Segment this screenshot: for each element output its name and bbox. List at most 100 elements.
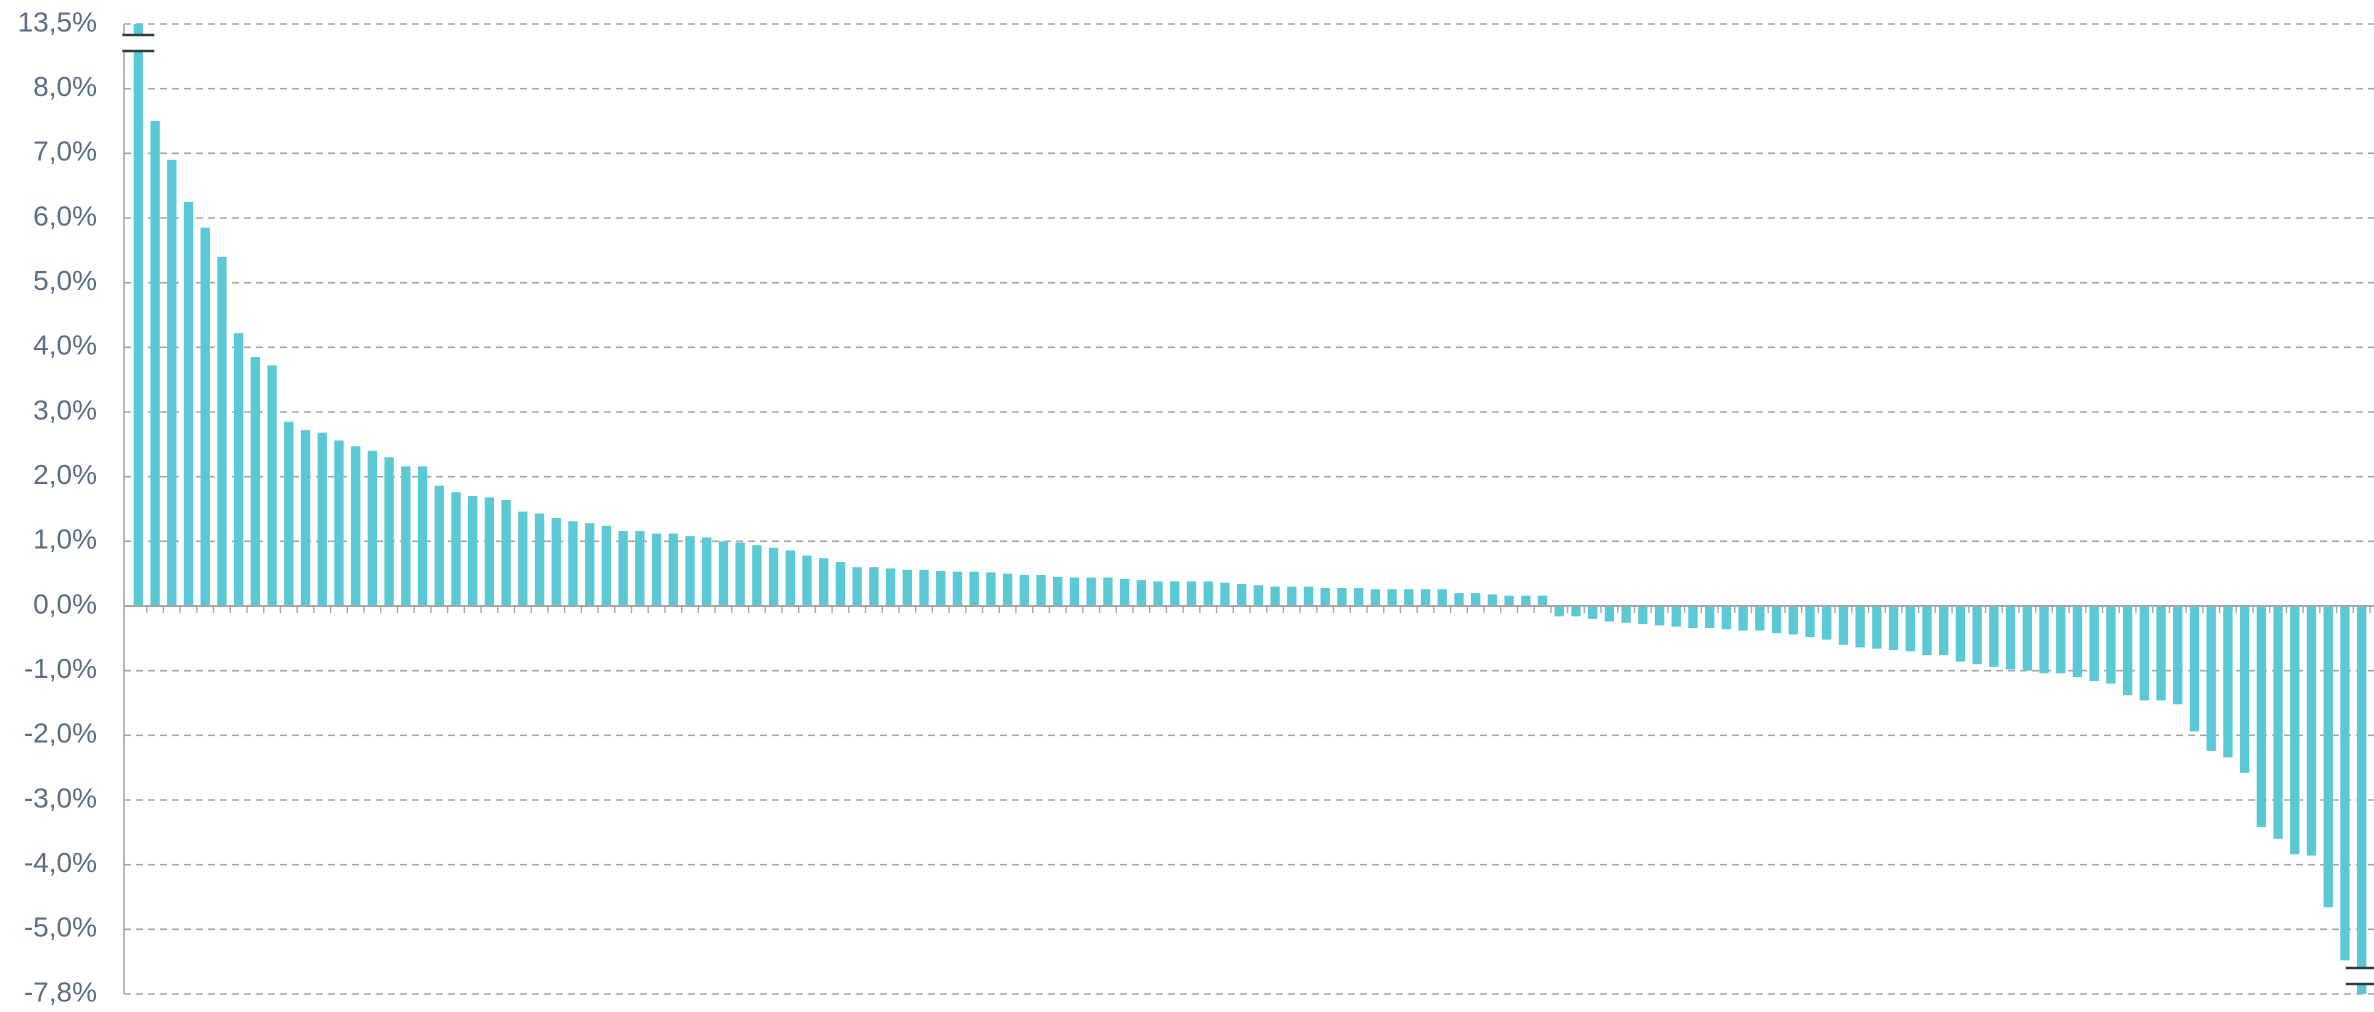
bar (284, 421, 294, 606)
bar (1370, 589, 1381, 606)
bar (250, 357, 261, 606)
y-axis-tick-labels: 13,5% 8,0% 7,0% 6,0% 5,0% 4,0% 3,0% 2,0% 1,0% 0,0… (18, 6, 97, 1007)
bar (768, 547, 779, 606)
bar (1170, 581, 1180, 606)
bar (2022, 606, 2032, 671)
bar (1872, 606, 1882, 649)
bar (2290, 606, 2300, 855)
bar (1771, 606, 1782, 634)
bar (802, 555, 812, 606)
bar (384, 457, 394, 606)
y-tick-label: 13,5% (18, 6, 97, 37)
bar (401, 466, 411, 606)
bar (2122, 606, 2133, 696)
bar (885, 568, 896, 606)
bar (2356, 606, 2367, 994)
bar (367, 450, 378, 606)
bar (2273, 606, 2283, 839)
bar (451, 492, 461, 606)
bar (2089, 606, 2099, 682)
bar (1019, 574, 1030, 606)
bar (668, 533, 678, 606)
y-tick-label: 3,0% (33, 394, 97, 425)
y-tick-label: 1,0% (33, 524, 97, 555)
bar (869, 567, 879, 606)
y-tick-label: -1,0% (24, 653, 97, 684)
bar (501, 499, 511, 606)
y-tick-label: -2,0% (24, 718, 97, 749)
bar (735, 542, 745, 606)
bar (785, 550, 795, 606)
bar (2173, 606, 2183, 705)
y-tick-label: 7,0% (33, 136, 97, 167)
bar (1571, 606, 1581, 617)
bar (1554, 606, 1564, 617)
y-tick-label: 0,0% (33, 588, 97, 619)
bar (1119, 578, 1130, 606)
bar (2323, 606, 2333, 908)
bar (2072, 606, 2083, 678)
bar (534, 513, 545, 606)
bar (1303, 586, 1314, 606)
bar (1287, 586, 1297, 606)
bar (1939, 606, 1949, 656)
bar (1086, 577, 1096, 606)
bar (1688, 606, 1698, 628)
bar (1972, 606, 1982, 665)
bar (752, 545, 762, 606)
bar (568, 521, 578, 606)
bar (1504, 595, 1514, 606)
bar (2306, 606, 2317, 856)
bar (1989, 606, 1999, 667)
bar (2106, 606, 2116, 684)
bar (2139, 606, 2150, 701)
bar (1153, 581, 1163, 606)
bar (1521, 595, 1531, 606)
bar (1738, 606, 1748, 631)
bar (1387, 589, 1397, 606)
y-tick-label: -5,0% (24, 912, 97, 943)
bar (1788, 606, 1798, 635)
bar (936, 571, 946, 606)
bar (267, 365, 277, 606)
bar (518, 511, 528, 606)
bar (2005, 606, 2016, 670)
bar (1855, 606, 1865, 648)
bar (1805, 606, 1815, 638)
bar (852, 567, 862, 606)
bar (1002, 573, 1013, 606)
bar (200, 227, 210, 606)
bar (1922, 606, 1932, 656)
bar (317, 432, 327, 606)
bar (1638, 606, 1648, 625)
bar (1822, 606, 1832, 640)
bar (1320, 587, 1330, 606)
bar (1705, 606, 1715, 628)
bar (685, 536, 695, 606)
bar (2206, 606, 2216, 751)
bar (2223, 606, 2233, 758)
bar (434, 485, 444, 606)
bar (1755, 606, 1765, 631)
bar (468, 496, 478, 606)
bar (1253, 585, 1264, 606)
bar (1420, 589, 1431, 606)
bar (1838, 606, 1849, 645)
bar (551, 518, 561, 606)
bar (1069, 577, 1080, 606)
bar (2256, 606, 2267, 828)
bar (651, 533, 662, 606)
y-tick-label: -4,0% (24, 847, 97, 878)
bar (1905, 606, 1915, 652)
bar (1036, 574, 1046, 606)
bar (1604, 606, 1615, 622)
bar (969, 571, 979, 606)
bar (150, 121, 160, 606)
y-tick-label: 5,0% (33, 265, 97, 296)
bar (1203, 581, 1213, 606)
bar (1220, 582, 1230, 606)
bar (300, 430, 311, 606)
bar (819, 558, 829, 606)
bar (1404, 589, 1414, 606)
bar (1337, 587, 1347, 606)
